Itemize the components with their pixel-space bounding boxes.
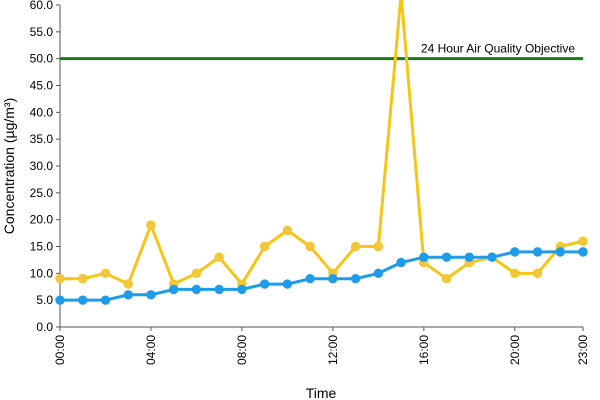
data-point	[100, 295, 111, 305]
data-point	[328, 274, 338, 284]
data-point	[146, 290, 156, 300]
data-point	[510, 268, 520, 279]
y-tick-label: 50.0	[30, 52, 54, 66]
y-tick-label: 55.0	[30, 25, 54, 39]
data-point	[214, 284, 224, 295]
data-point	[55, 295, 65, 305]
data-point	[487, 252, 497, 262]
data-point	[123, 290, 133, 300]
y-tick-label: 5.0	[36, 293, 53, 307]
x-tick-label: 16:00	[417, 335, 431, 365]
data-point	[123, 279, 133, 289]
x-tick-label: 23:00	[576, 335, 590, 365]
data-point	[259, 241, 270, 252]
data-point	[78, 274, 88, 284]
data-point	[146, 220, 156, 230]
y-tick-label: 40.0	[30, 105, 54, 119]
data-point	[464, 252, 475, 262]
x-tick-label: 00:00	[53, 335, 67, 365]
data-point	[510, 247, 520, 257]
data-point	[578, 236, 588, 246]
data-point	[532, 268, 543, 279]
data-point	[441, 274, 452, 284]
data-point	[555, 247, 565, 257]
y-tick-label: 45.0	[30, 79, 54, 93]
y-tick-label: 20.0	[30, 213, 54, 227]
data-point	[191, 268, 202, 279]
data-point	[237, 284, 247, 295]
data-point	[396, 257, 406, 268]
y-tick-label: 35.0	[30, 132, 54, 146]
x-tick-label: 08:00	[235, 335, 249, 365]
y-tick-label: 60.0	[30, 0, 54, 12]
reference-line-label: 24 Hour Air Quality Objective	[421, 42, 575, 56]
data-point	[55, 274, 65, 284]
y-tick-label: 10.0	[30, 266, 54, 280]
data-point	[100, 268, 111, 279]
y-tick-label: 25.0	[30, 186, 54, 200]
data-point	[419, 252, 429, 262]
y-tick-label: 0.0	[36, 320, 53, 334]
series-1	[55, 247, 588, 305]
y-tick-label: 15.0	[30, 240, 54, 254]
data-point	[441, 252, 452, 262]
data-point	[305, 241, 315, 252]
x-ticks: 00:00 04:00 08:00 12:00 16:00 20:00 23:00	[53, 327, 590, 365]
data-point	[373, 241, 384, 252]
data-point	[350, 241, 361, 252]
data-point	[191, 284, 202, 295]
data-point	[373, 268, 384, 279]
data-point	[214, 252, 224, 262]
data-point	[259, 279, 270, 289]
x-tick-label: 20:00	[508, 335, 522, 365]
y-ticks: 0.0 5.0 10.0 15.0 20.0 25.0 30.0 35.0 40.0 45.0 50…	[30, 0, 60, 334]
data-point	[168, 284, 179, 295]
series-layer	[55, 0, 588, 305]
x-tick-label: 04:00	[144, 335, 158, 365]
x-tick-label: 12:00	[326, 335, 340, 365]
data-point	[532, 247, 543, 257]
data-point	[305, 274, 315, 284]
x-axis-title: Time	[306, 385, 337, 400]
data-point	[282, 279, 293, 289]
y-tick-label: 30.0	[30, 159, 54, 173]
y-axis-title: Concentration (µg/m³)	[1, 98, 17, 234]
data-point	[78, 295, 88, 305]
data-point	[578, 247, 588, 257]
data-point	[350, 274, 361, 284]
data-point	[282, 225, 293, 236]
reference-line-group: 24 Hour Air Quality Objective	[60, 42, 583, 61]
